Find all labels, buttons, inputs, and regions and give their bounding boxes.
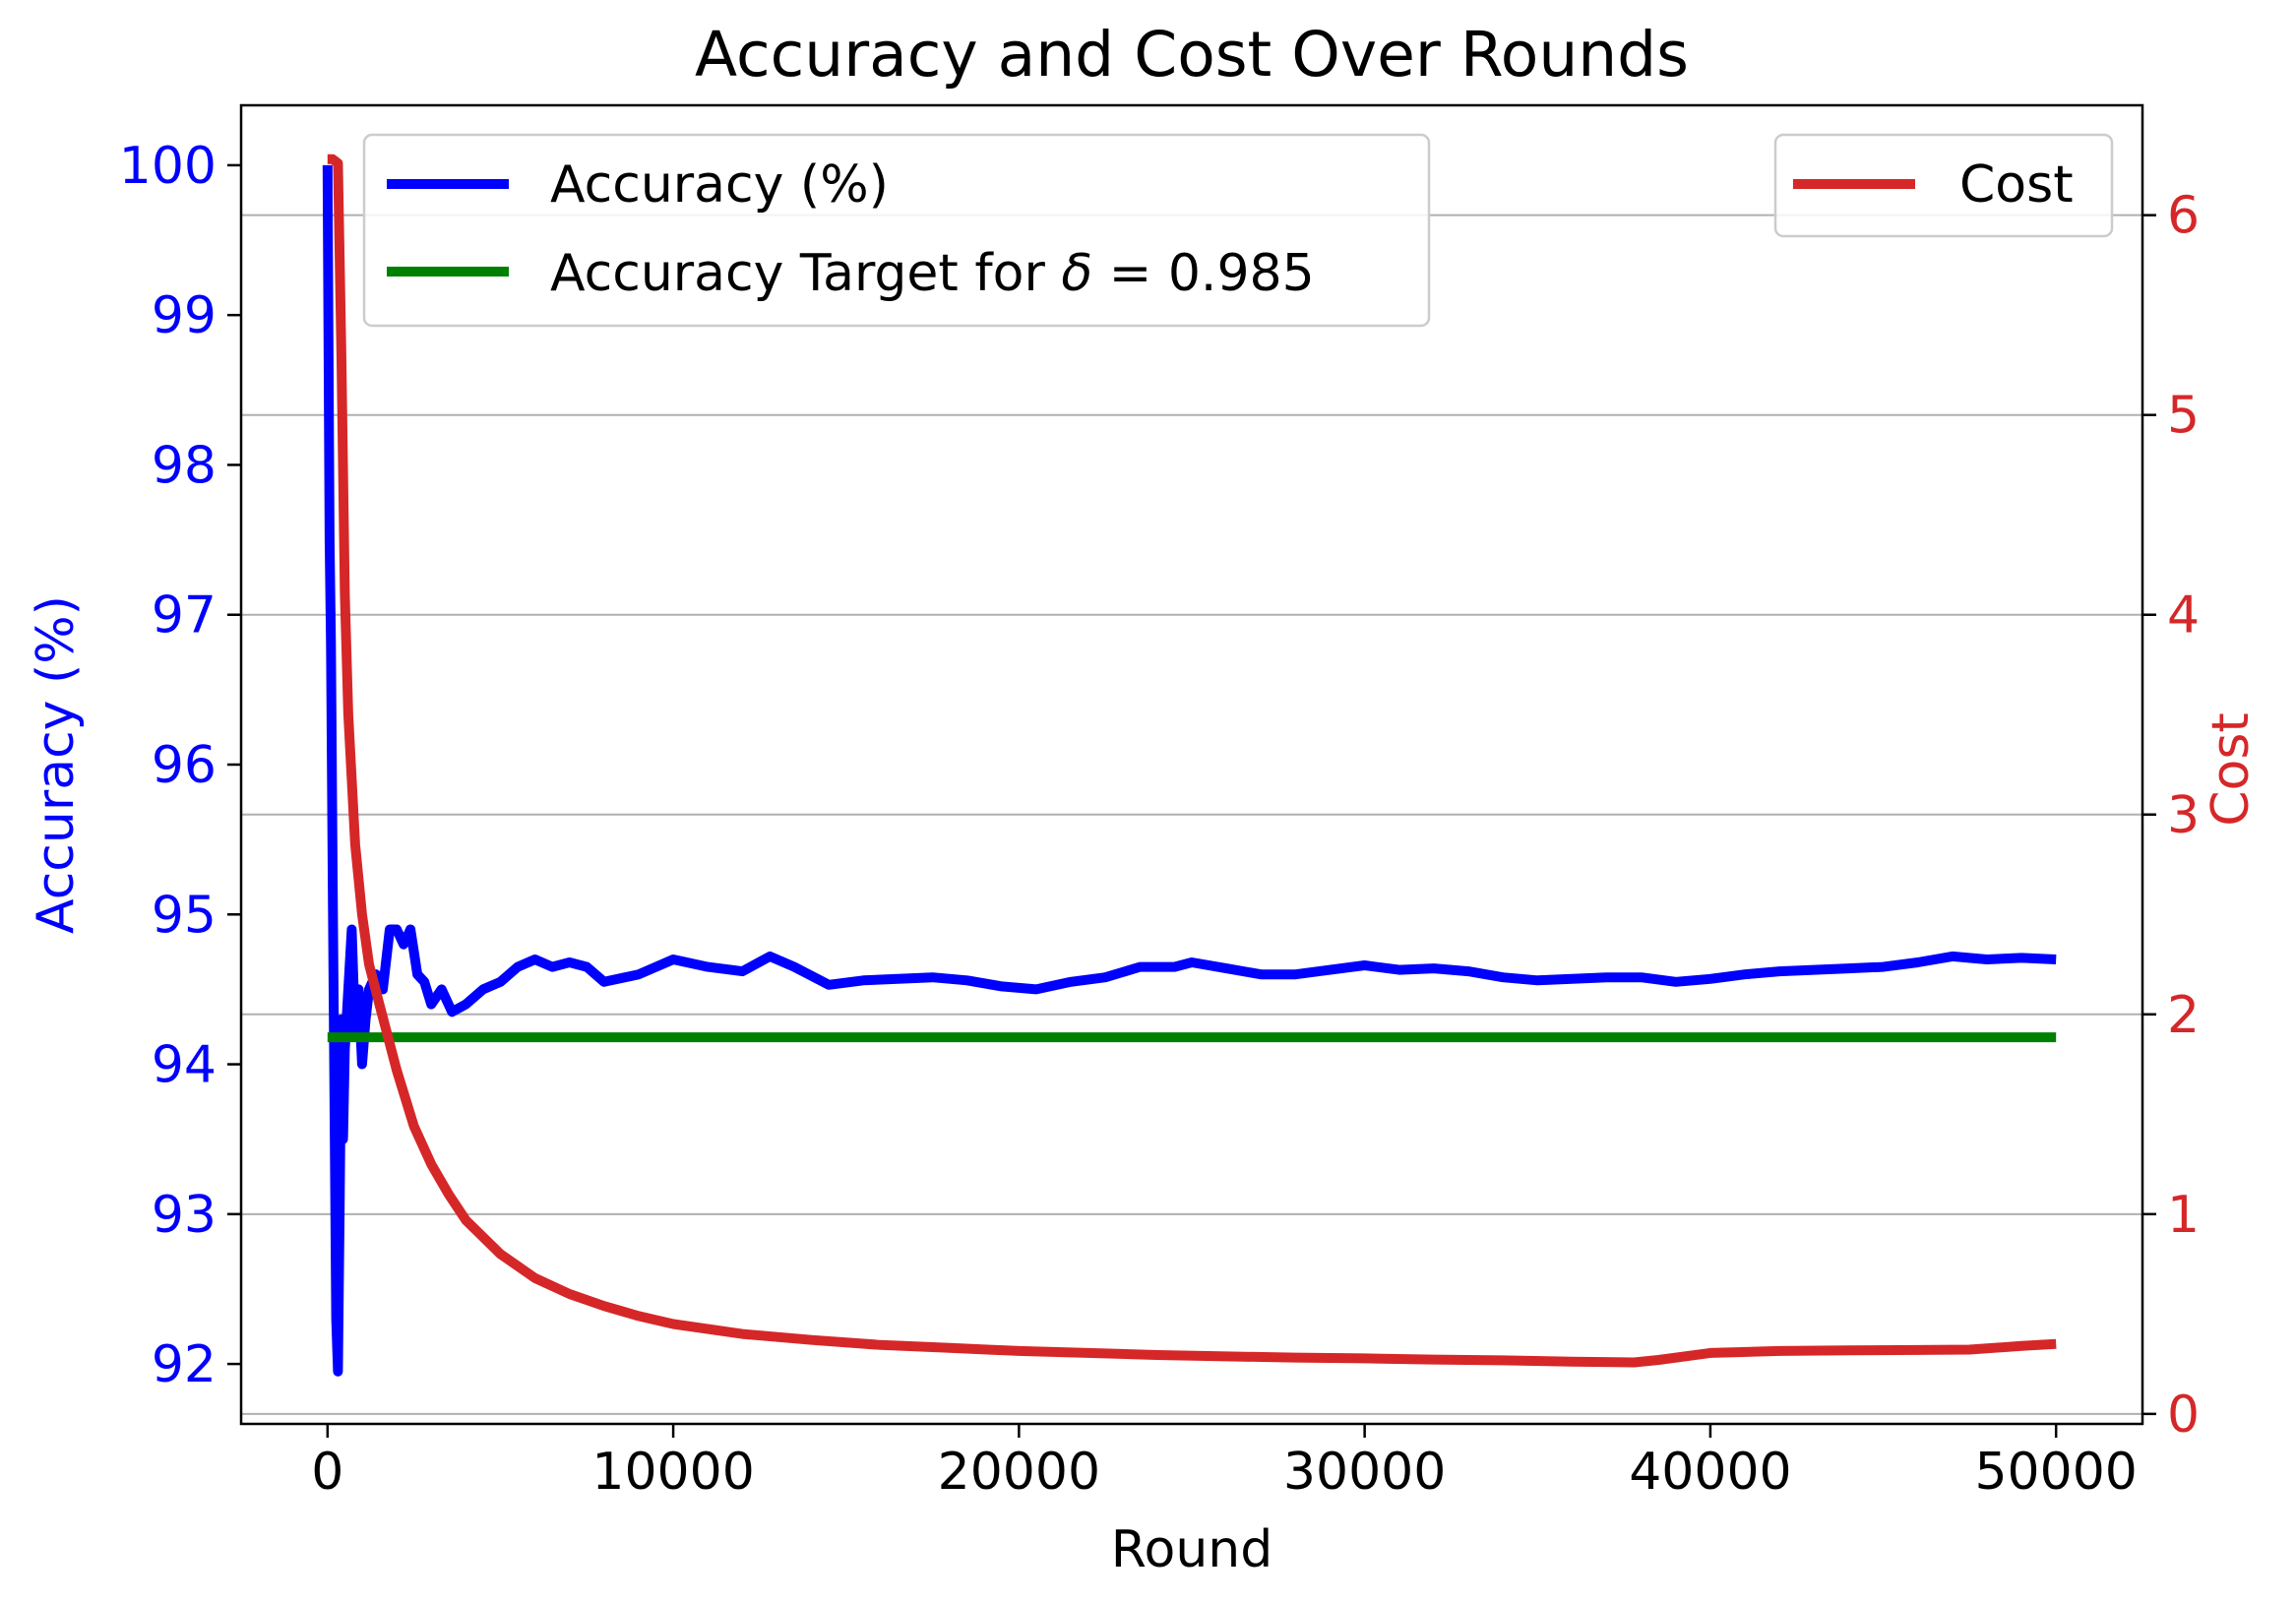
y-axis-left-label: Accuracy (%) xyxy=(27,595,86,934)
x-axis: 0 10000 20000 30000 40000 50000 xyxy=(311,1424,2138,1502)
y-right-tick-label-4: 4 xyxy=(2167,586,2200,646)
y-right-tick-label-0: 0 xyxy=(2167,1386,2200,1445)
y-axis-left: 92 93 94 95 96 97 98 99 100 xyxy=(119,137,241,1394)
y-left-tick-label-0: 92 xyxy=(152,1335,217,1394)
y-right-tick-label-5: 5 xyxy=(2167,387,2200,446)
x-tick-label-4: 40000 xyxy=(1629,1443,1791,1502)
chart-title: Accuracy and Cost Over Rounds xyxy=(695,19,1689,91)
legend-cost-frame xyxy=(1773,133,2114,238)
x-tick-label-3: 30000 xyxy=(1283,1443,1446,1502)
y-right-tick-label-1: 1 xyxy=(2167,1186,2200,1245)
x-axis-label: Round xyxy=(1111,1520,1273,1579)
y-right-tick-label-3: 3 xyxy=(2167,786,2200,845)
series-accuracy xyxy=(322,164,2057,1377)
legend-cost-label: Cost xyxy=(1959,155,2074,215)
x-tick-label-1: 10000 xyxy=(591,1443,754,1502)
y-left-tick-label-1: 93 xyxy=(152,1186,217,1245)
y-right-tick-label-6: 6 xyxy=(2167,187,2200,246)
y-axis-right-label: Cost xyxy=(2202,712,2261,827)
y-left-tick-label-5: 97 xyxy=(152,586,217,646)
grid-lines xyxy=(241,214,2142,1415)
series-cost xyxy=(327,154,2057,1368)
y-axis-right: 0 1 2 3 4 5 6 xyxy=(2142,187,2200,1445)
y-left-tick-label-7: 99 xyxy=(152,286,217,345)
x-tick-label-0: 0 xyxy=(311,1443,343,1502)
legend-cost: Cost xyxy=(1773,133,2114,238)
y-right-tick-label-2: 2 xyxy=(2167,986,2200,1045)
y-left-tick-label-8: 100 xyxy=(119,137,217,196)
y-left-tick-label-3: 95 xyxy=(152,886,217,945)
legend-accuracy-frame xyxy=(362,133,1431,328)
x-tick-label-5: 50000 xyxy=(1974,1443,2137,1502)
legend-accuracy: Accuracy (%) Accuracy Target for δ = 0.9… xyxy=(362,133,1431,328)
x-tick-label-2: 20000 xyxy=(938,1443,1100,1502)
y-left-tick-label-4: 96 xyxy=(152,736,217,795)
plot-series xyxy=(322,154,2057,1377)
legend-target-label: Accuracy Target for δ = 0.985 xyxy=(550,244,1315,303)
y-left-tick-label-6: 98 xyxy=(152,436,217,495)
y-left-tick-label-2: 94 xyxy=(152,1036,217,1095)
legend-accuracy-label: Accuracy (%) xyxy=(550,155,889,215)
